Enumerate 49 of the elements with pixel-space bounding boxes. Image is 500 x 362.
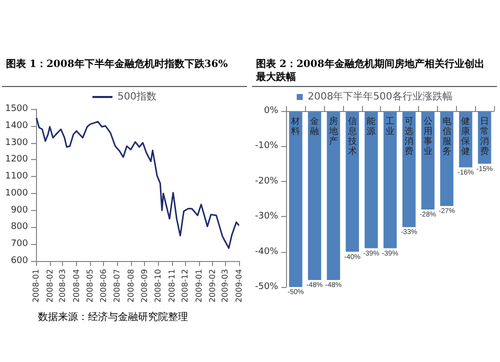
- x-tick-label: 材料: [290, 116, 300, 137]
- x-tick-label: 健康保健: [461, 116, 470, 157]
- x-tick-label: 2008-08: [126, 269, 136, 302]
- line-series: [36, 117, 240, 249]
- source-note: 数据来源：经济与金融研究院整理: [38, 310, 188, 324]
- chart-title: 图表 2：2008年金融危机期间房地产相关行业创出最大跌幅: [252, 58, 497, 87]
- y-tick-label: 900: [10, 205, 28, 216]
- x-tick-label: 电信服务: [442, 116, 452, 157]
- x-tick-label: 2008-09: [140, 269, 150, 302]
- x-tick-label: 2008-11: [167, 269, 176, 302]
- chart-title: 图表 1：2008年下半年金融危机时指数下跌36%: [2, 58, 247, 87]
- y-tick-label: 0%: [264, 106, 279, 116]
- y-tick-label: 1100: [5, 172, 28, 182]
- y-tick-label: 1300: [5, 138, 28, 148]
- y-tick-label: 800: [10, 222, 28, 232]
- x-tick-label: 房地产: [328, 116, 338, 147]
- x-tick-label: 2008-02: [45, 269, 54, 302]
- y-tick-label: -10%: [254, 141, 279, 152]
- x-tick-label: 日常消费: [480, 117, 490, 157]
- y-tick-label: -30%: [254, 212, 279, 222]
- x-tick-label: 能源: [366, 116, 376, 137]
- y-tick-label: -20%: [254, 176, 279, 186]
- x-tick-label: 2008-01: [32, 269, 40, 302]
- x-tick-label: 公用事业: [423, 116, 432, 157]
- x-tick-label: 2009-02: [208, 269, 218, 302]
- x-tick-label: 2009-01: [194, 269, 204, 302]
- x-tick-label: 2008-07: [112, 269, 122, 302]
- y-tick-label: 1500: [5, 104, 28, 114]
- y-tick-label: 1400: [5, 120, 28, 131]
- x-tick-label: 可选消费: [404, 117, 414, 157]
- y-tick-label: -50%: [254, 282, 279, 292]
- y-tick-label: 1000: [5, 188, 28, 198]
- legend-label: 2008年下半年500各行业涨跌幅: [308, 90, 452, 102]
- x-tick-label: 2008-05: [85, 269, 94, 302]
- x-tick-label: 2008-03: [58, 269, 68, 302]
- x-tick-label: 工业: [386, 117, 395, 137]
- x-tick-label: 2008-04: [72, 269, 82, 302]
- x-tick-label: 2008-12: [180, 269, 190, 302]
- y-tick-label: -40%: [254, 246, 279, 257]
- legend-label: 500指数: [117, 90, 157, 102]
- x-tick-label: 2009-03: [220, 269, 230, 302]
- y-tick-label: 700: [10, 239, 28, 250]
- y-tick-label: 1200: [5, 154, 28, 165]
- x-tick-label: 金融: [310, 116, 320, 137]
- x-tick-label: 2008-06: [99, 269, 108, 302]
- x-tick-label: 信息技术: [346, 116, 357, 157]
- x-tick-label: 2008-10: [153, 269, 162, 302]
- y-tick-label: 600: [10, 256, 28, 266]
- x-tick-label: 2009-04: [234, 269, 244, 302]
